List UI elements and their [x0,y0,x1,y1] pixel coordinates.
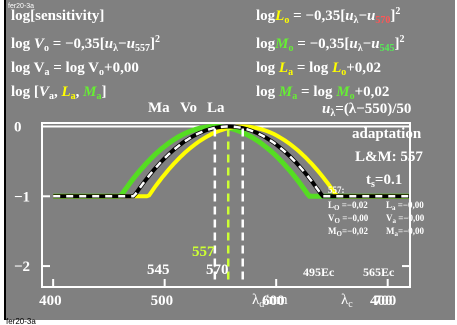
formula-mo: logMo = −0,35[uλ−u545]2 [256,34,405,54]
right-formulas: logLo = −0,35[uλ−u570]2 logMo = −0,35[uλ… [256,6,411,119]
stats-row-3: MO=−0,02 Ma=−0,00 [328,226,425,238]
formula-u: uλ=(λ−550)/50 [322,101,411,119]
marker-label-495ec: 495Ec [303,265,335,279]
adaptation-title: adaptation [352,126,422,142]
corner-bottom-label: fer20-3a [6,317,36,325]
y-tick-label: 0 [14,119,22,135]
x-tick-label-extra: 400 [370,293,393,309]
frame-background [5,0,455,320]
formula-sensitivity: log[sensitivity] [11,8,104,24]
peak-label-ma: Ma [148,100,170,116]
adaptation-block: adaptation L&M: 557 ts=0.1 [352,126,423,190]
marker-label-570: 570 [206,262,229,278]
formula-lo: logLo = −0,35[uλ−u570]2 [256,6,400,26]
series-v-dash [53,125,410,198]
y-tick-label: −2 [14,259,30,275]
x-tick-label: 700 [374,293,397,309]
x-tick-label: 600 [262,293,285,309]
formula-va: log Va = log Vo+0,00 [11,60,139,78]
stats-header: 557: [328,185,345,195]
y-tick-label: −1 [14,189,30,205]
corner-top-label: fer20-3a [8,3,34,10]
formula-la: log La = log Lo+0,02 [256,60,381,78]
x-tick-label: 500 [151,293,174,309]
plot-frame [41,122,411,288]
formula-ma: log Ma = log Mo+0,02 [256,84,389,102]
marker-label-545: 545 [147,262,170,278]
left-formulas: log[sensitivity] log Vo = −0,35[uλ−u557]… [11,8,160,102]
x-axis-unit: λd/nm [252,292,288,310]
x-tick-label: 400 [39,293,62,309]
x-axis-c-label: λc [341,292,353,310]
x-axis-labels: λd/nm λc [252,292,353,310]
peak-label-la: La [207,100,225,116]
stats-row-1: LO =−0,02 La =−0,00 [328,200,424,212]
marker-label-565ec: 565Ec [363,265,395,279]
marker-labels: 545 557 570 495Ec 565Ec [147,244,395,279]
formula-vlm: log [Va, La, Ma] [11,84,106,102]
adaptation-ts: ts=0.1 [366,172,402,190]
adaptation-lm: L&M: 557 [355,149,423,165]
peak-labels: Ma Vo La [148,100,225,116]
stats-row-2: VO =−0,00 Va =−0,00 [328,213,425,225]
formula-vo: log Vo = −0,35[uλ−u557]2 [11,34,160,54]
marker-label-557: 557 [192,244,215,260]
peak-label-vo: Vo [180,100,197,116]
stats-block: 557: LO =−0,02 La =−0,00 VO =−0,00 Va =−0,… [328,185,425,238]
